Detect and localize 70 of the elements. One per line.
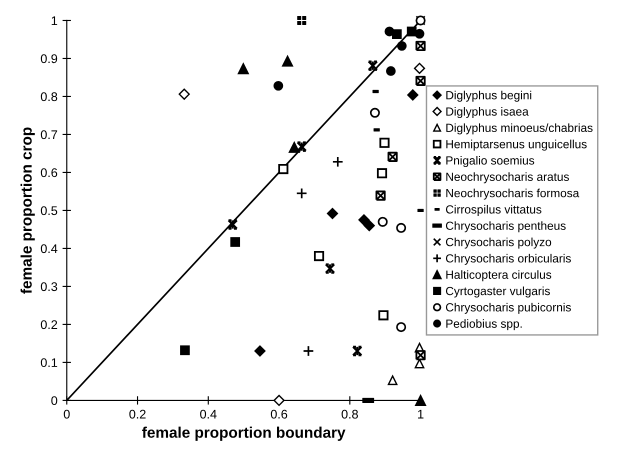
legend-label: Chrysocharis orbicularis [446,254,571,265]
y-tick-label: 0.6 [40,168,58,178]
point [297,16,306,25]
x-tick-label: 0 [64,410,70,419]
legend-label: Chrysocharis pubicornis [446,302,571,314]
y-tick-label: 1 [52,16,58,26]
point [407,89,418,101]
x-tick-label: 0.4 [200,410,217,419]
legend-label: Neochrysocharis aratus [446,172,569,184]
point [227,219,238,230]
y-tick-label: 0.2 [40,320,58,330]
point [358,214,370,226]
point [326,208,338,220]
legend-label: Cyrtogaster vulgaris [446,286,550,298]
x-tick-label: 0.8 [342,410,358,419]
y-tick-label: 0 [51,396,58,406]
y-tick-label: 0.3 [40,282,58,292]
point [296,188,308,200]
point [386,66,396,76]
point [364,220,375,232]
point [332,156,344,168]
point [230,237,240,247]
point [238,63,249,74]
legend-label: Neochrysocharis formosa [446,188,580,200]
x-tick-label: 0.6 [270,410,288,419]
point [376,168,388,178]
point [282,56,294,67]
y-tick-label: 0.1 [40,358,58,368]
point [314,250,324,262]
point [178,88,190,100]
x-tick-label: 0.2 [129,410,146,419]
point [396,41,407,51]
point [378,216,388,227]
x-axis-title: female proportion boundary [142,426,346,441]
legend-label: Diglyphus isaea [446,107,529,118]
y-axis-title: female proportion crop [20,127,35,294]
point [414,28,424,39]
legend-label: Diglyphus minoeus/chabrias [446,123,593,134]
y-tick-label: 0.5 [40,206,58,216]
x-tick-label: 1 [418,410,424,418]
legend-label: Chrysocharis pentheus [446,221,566,232]
point [384,26,394,36]
point [379,138,390,148]
point [254,345,266,357]
legend-label: Diglyphus begini [446,90,532,102]
point [368,60,378,71]
point [296,141,307,152]
legend-label: Halticoptera circulus [446,270,552,282]
legend-label: Hemiptarsenus unguicellus [446,140,587,151]
point [415,394,426,406]
point [288,142,300,153]
y-tick-label: 0.9 [40,54,58,64]
y-tick-label: 0.8 [40,92,58,102]
point [378,310,388,320]
point [352,346,362,356]
point [324,263,336,274]
legend-label: Pnigalio soemius [446,156,534,167]
point [273,80,284,91]
point [406,26,417,36]
point [414,62,426,74]
legend-label: Cirrospilus vittatus [446,204,542,216]
point [302,345,314,357]
point [370,108,380,118]
legend-label: Chrysocharis polyzo [446,238,552,249]
legend-label: Pediobius spp. [446,319,522,330]
point [278,164,288,174]
y-tick-label: 0.4 [40,244,58,254]
y-tick-label: 0.7 [40,130,58,140]
point [273,394,285,406]
point [180,345,190,356]
